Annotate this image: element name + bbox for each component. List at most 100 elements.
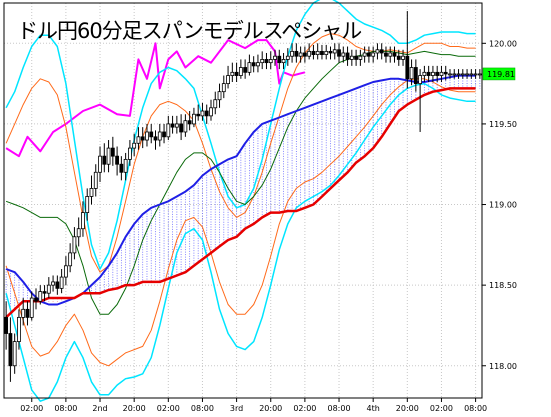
candle-body	[238, 67, 243, 76]
current-price-tag	[482, 67, 516, 81]
series-line	[5, 78, 476, 367]
candle-body	[230, 71, 235, 76]
candle-body	[204, 110, 209, 117]
y-tick-label: 120.00	[489, 39, 517, 48]
candle-body	[93, 171, 98, 189]
line-layer	[5, 0, 476, 402]
candle-body	[98, 155, 102, 173]
x-tick-label: 08:00	[191, 404, 214, 413]
candle-body	[277, 55, 282, 64]
candle-body	[170, 123, 175, 128]
series-line	[5, 50, 476, 315]
candle-body	[256, 62, 260, 67]
candle-body	[110, 147, 115, 157]
y-tick-label: 119.00	[489, 201, 517, 210]
candle-body	[42, 291, 47, 294]
candle-body	[119, 163, 124, 173]
candle-body	[396, 55, 401, 60]
candle-body	[68, 252, 73, 267]
candle-body	[439, 71, 444, 76]
current-price-label: 119.81	[487, 70, 515, 79]
cloud-layer	[5, 75, 481, 318]
candle-body	[34, 297, 38, 302]
y-tick-label: 118.50	[489, 281, 517, 290]
x-tick-label: 20:00	[396, 404, 419, 413]
series-line	[5, 87, 476, 319]
candle-body	[226, 75, 230, 85]
x-tick-label: 02:00	[293, 404, 316, 413]
y-tick-label: 118.00	[489, 362, 517, 371]
candle-body	[477, 73, 482, 76]
candle-body	[426, 71, 431, 76]
candle-body	[72, 236, 77, 254]
candle-body	[345, 52, 350, 60]
candle-body	[213, 99, 218, 109]
candle-body	[473, 73, 478, 76]
candle-body	[460, 73, 465, 76]
candle-body	[328, 50, 333, 54]
candle-body	[200, 110, 205, 117]
x-tick-label: 02:00	[157, 404, 180, 413]
x-tick-label: 02:00	[430, 404, 453, 413]
candle-body	[149, 131, 154, 138]
x-tick-label: 08:00	[327, 404, 350, 413]
candle-body	[379, 49, 384, 54]
candle-body	[106, 147, 111, 165]
candle-body	[221, 83, 226, 93]
y-tick-label: 119.50	[489, 120, 517, 129]
x-tick-label: 08:00	[54, 404, 77, 413]
candle-body	[324, 50, 329, 55]
x-tick-label: 02:00	[20, 404, 43, 413]
candle-body	[413, 67, 418, 85]
candle-body	[320, 50, 324, 55]
x-tick-label: 08:00	[464, 404, 487, 413]
candle-body	[367, 52, 371, 57]
candle-body	[375, 49, 380, 54]
candle-body	[145, 131, 149, 141]
candle-body	[294, 50, 299, 57]
candle-body	[85, 196, 90, 213]
candle-body	[452, 73, 457, 76]
candle-body	[4, 316, 9, 334]
candle-body	[136, 136, 141, 144]
candle-body	[285, 55, 290, 60]
candle-body	[17, 316, 21, 342]
candle-body	[349, 55, 354, 60]
candle-body	[183, 120, 188, 133]
candle-body	[46, 284, 51, 294]
candle-body	[157, 131, 162, 141]
candle-body	[166, 123, 171, 138]
candle-body	[405, 55, 410, 80]
candle-body	[59, 276, 64, 289]
candle-layer	[4, 11, 482, 382]
chart-title: ドル円60分足スパンモデルスペシャル	[17, 19, 362, 43]
candle-body	[115, 155, 119, 165]
candle-body	[409, 67, 414, 80]
candle-body	[448, 73, 452, 76]
candle-body	[192, 113, 196, 125]
candle-body	[431, 71, 435, 76]
candle-body	[290, 50, 294, 57]
candle-body	[465, 73, 469, 76]
candle-body	[418, 75, 423, 85]
candle-body	[401, 55, 405, 60]
candle-body	[260, 59, 265, 64]
series-line	[5, 82, 476, 402]
candle-body	[281, 59, 286, 64]
plot-frame	[3, 2, 483, 399]
candle-body	[384, 52, 388, 57]
x-tick-label: 3rd	[230, 404, 243, 413]
candle-body	[298, 52, 303, 57]
candle-body	[63, 265, 68, 278]
candle-body	[243, 67, 248, 73]
x-tick-label: 20:00	[123, 404, 146, 413]
candle-body	[81, 212, 85, 230]
candle-body	[268, 59, 273, 64]
series-line	[5, 74, 476, 306]
candle-body	[247, 62, 252, 73]
candle-body	[337, 49, 341, 57]
candle-body	[358, 55, 363, 60]
